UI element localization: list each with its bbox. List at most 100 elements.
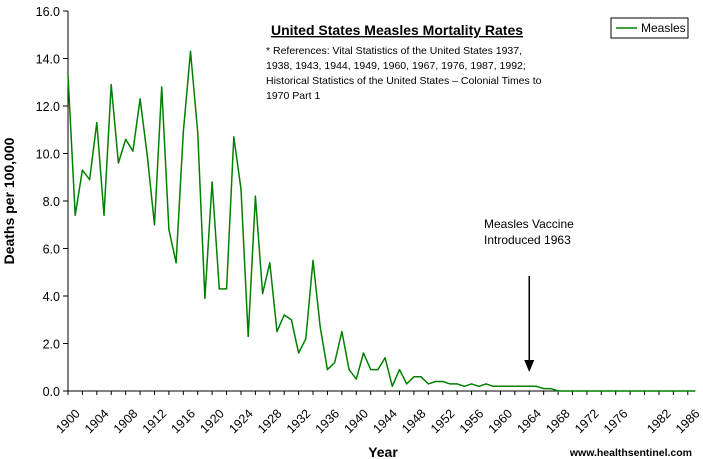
- data-point: [261, 293, 264, 295]
- credit-text: www.healthsentinel.com: [569, 447, 692, 459]
- data-point: [665, 390, 667, 392]
- data-point: [391, 385, 393, 387]
- data-point: [132, 150, 134, 152]
- data-point: [636, 390, 638, 392]
- y-tick-label: 10.0: [36, 148, 60, 162]
- y-axis-label: Deaths per 100,000: [1, 137, 17, 264]
- data-point: [334, 361, 336, 364]
- data-point: [67, 74, 69, 76]
- data-point: [290, 319, 293, 321]
- data-point: [377, 369, 379, 371]
- data-point: [427, 383, 429, 385]
- x-tick-label: 1986: [673, 407, 703, 437]
- data-point: [651, 390, 653, 392]
- x-tick-label: 1968: [543, 407, 573, 437]
- data-point: [607, 390, 610, 392]
- data-point: [492, 385, 494, 387]
- data-point: [139, 98, 141, 100]
- y-tick-label: 2.0: [43, 338, 60, 352]
- reference-line: * References: Vital Statistics of the Un…: [266, 45, 522, 57]
- y-tick-label: 16.0: [36, 5, 60, 19]
- data-point: [218, 288, 220, 290]
- vaccine-annotation: Measles Vaccine Introduced 1963: [484, 217, 574, 372]
- data-point: [355, 378, 357, 380]
- data-point: [384, 357, 386, 359]
- x-axis-label: Year: [368, 444, 398, 459]
- data-point: [449, 383, 451, 385]
- data-point: [413, 376, 415, 378]
- x-tick-label: 1944: [370, 407, 400, 437]
- series-line-measles: [67, 50, 695, 392]
- x-tick-label: 1928: [255, 407, 285, 437]
- x-tick-label: 1964: [514, 407, 544, 437]
- x-tick-label: 1912: [140, 407, 170, 437]
- data-point: [117, 162, 120, 164]
- data-point: [225, 288, 228, 290]
- data-point: [528, 385, 530, 387]
- data-point: [96, 122, 98, 124]
- data-point: [456, 383, 458, 385]
- data-point: [507, 385, 509, 387]
- reference-line: Historical Statistics of the United Stat…: [266, 75, 542, 87]
- data-point: [348, 369, 350, 371]
- data-point: [269, 262, 271, 264]
- data-point: [326, 369, 329, 371]
- data-point: [398, 369, 401, 371]
- y-tick-label: 12.0: [36, 100, 60, 114]
- annotation-arrow-head: [524, 360, 535, 372]
- data-point: [521, 385, 523, 387]
- x-tick-label: 1920: [197, 407, 227, 437]
- data-point: [341, 331, 343, 333]
- x-tick-label: 1948: [399, 407, 429, 437]
- data-point: [557, 390, 559, 392]
- data-point: [478, 385, 480, 387]
- x-tick-label: 1900: [53, 407, 83, 437]
- x-tick-label: 1952: [428, 407, 458, 437]
- data-point: [211, 181, 213, 183]
- x-tick-label: 1936: [313, 407, 343, 437]
- data-point: [283, 314, 285, 316]
- data-point: [197, 131, 199, 133]
- data-point: [694, 390, 696, 392]
- data-point: [550, 388, 552, 390]
- series-group: [67, 50, 696, 392]
- data-point: [319, 326, 321, 328]
- data-point: [593, 390, 595, 392]
- data-point: [485, 383, 487, 385]
- data-point: [622, 390, 624, 392]
- x-tick-label: 1916: [169, 407, 199, 437]
- data-point: [643, 390, 646, 392]
- y-tick-label: 4.0: [43, 290, 60, 304]
- data-point: [247, 335, 249, 337]
- data-point: [110, 84, 112, 86]
- annotation-line: Measles Vaccine: [484, 217, 574, 231]
- data-point: [305, 338, 307, 340]
- data-point: [442, 380, 444, 383]
- data-point: [672, 390, 674, 392]
- annotation-line: Introduced 1963: [484, 233, 571, 247]
- data-point: [679, 390, 682, 392]
- data-point: [254, 195, 256, 197]
- x-tick-label: 1932: [284, 407, 314, 437]
- chart-title-group: United States Measles Mortality Rates: [271, 22, 523, 38]
- data-point: [298, 352, 300, 354]
- data-point: [470, 383, 473, 385]
- reference-line: 1970 Part 1: [266, 90, 320, 102]
- data-point: [564, 390, 566, 392]
- data-point: [499, 385, 502, 387]
- data-point: [175, 262, 177, 264]
- data-point: [543, 388, 545, 390]
- data-point: [514, 385, 516, 387]
- x-tick-label: 1976: [601, 407, 631, 437]
- data-point: [74, 214, 76, 216]
- x-tick-label: 1982: [644, 407, 674, 437]
- x-tick-label: 1924: [226, 407, 256, 437]
- legend-box: [610, 17, 689, 39]
- data-point: [168, 228, 170, 231]
- data-point: [233, 136, 235, 138]
- x-tick-label: 1940: [341, 407, 371, 437]
- legend-label: Measles: [641, 21, 686, 35]
- data-point: [312, 259, 314, 261]
- data-point: [687, 390, 689, 392]
